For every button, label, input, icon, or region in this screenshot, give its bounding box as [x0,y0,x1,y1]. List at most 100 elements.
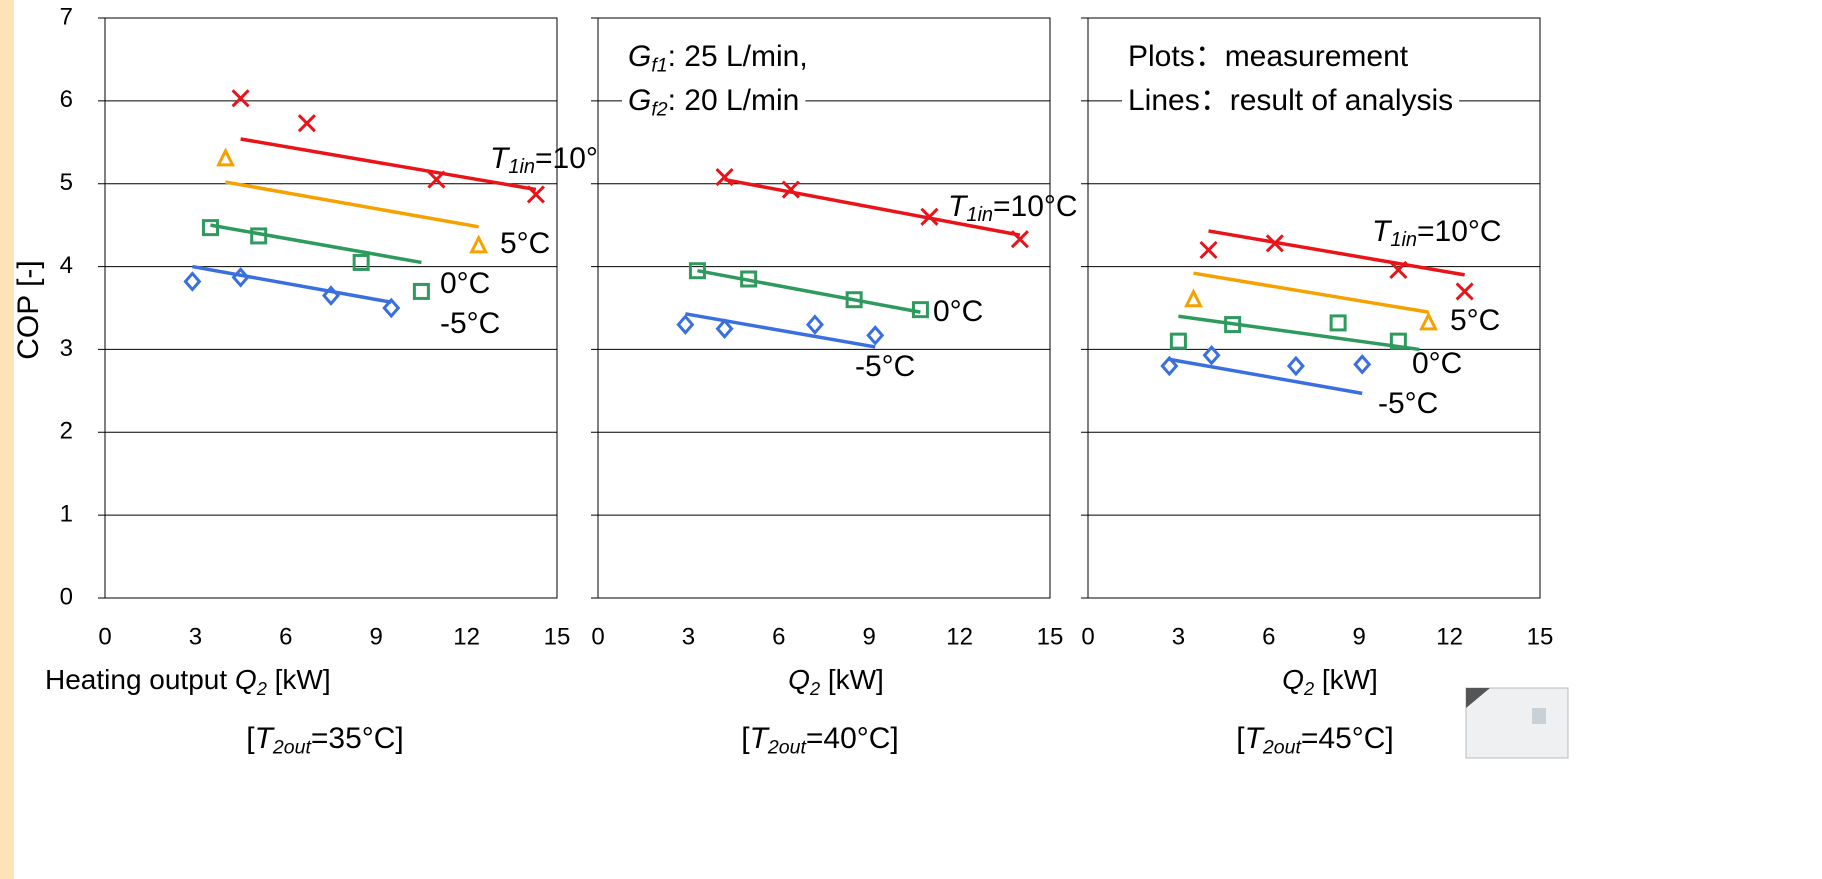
x-tick-label: 9 [863,623,876,650]
marker-x [231,89,250,108]
marker-x [781,180,800,199]
x-tick-label: 9 [1353,623,1366,650]
symbol: Q [235,664,257,695]
marker-diamond [322,285,340,306]
plot-frame [104,17,558,599]
text-part: [kW] [820,664,884,695]
x-tick-label: 6 [1262,623,1275,650]
text-part: [kW] [1314,664,1378,695]
x-tick-label: 3 [189,623,202,650]
marker-square [201,219,219,237]
marker-diamond [1202,344,1221,366]
marker-x [297,114,316,133]
x-tick-label: 6 [279,623,292,650]
fit-line [697,268,921,314]
marker-x [1455,282,1474,301]
marker-square [1389,332,1407,350]
marker-x [1389,260,1408,279]
marker-diamond [382,297,401,319]
x-tick-label: 15 [1527,623,1554,650]
annotation-bg [622,83,806,121]
x-axis-label: Heating output Q2 [kW] [45,664,331,698]
y-tick-label: 3 [60,335,73,362]
fit-line [1178,314,1420,352]
marker-square [845,291,863,309]
symbol: T [1245,722,1266,755]
y-tick-label: 7 [60,3,73,30]
x-tick-label: 6 [772,623,785,650]
text-part: =35°C] [311,722,404,755]
marker-diamond [1160,355,1179,377]
text-part: Heating output [45,664,235,695]
marker-square [1329,314,1347,332]
y-tick-label: 5 [60,169,73,196]
marker-x [1010,230,1029,249]
marker-diamond [866,325,885,346]
series-name: =10°C [1417,215,1502,248]
series-name: 5°C [500,227,550,260]
fit-line [1193,271,1429,314]
marker-triangle [469,234,489,254]
text-part: [ [741,722,750,755]
marker-square [250,227,268,245]
symbol: G [628,40,651,73]
symbol: Q [1282,664,1304,695]
symbol: T [750,722,771,755]
symbol: G [628,84,651,117]
marker-square [688,262,706,280]
y-axis-label: COP [-] [12,260,45,359]
text-part: : 25 L/min, [668,40,808,73]
y-tick-label: 4 [60,252,73,279]
series-label: -5°C [440,307,500,340]
fit-line [240,137,537,192]
marker-diamond [1353,354,1372,375]
fit-line [1208,229,1465,277]
x-tick-label: 12 [453,623,480,650]
series-label: 0°C [933,295,983,328]
series-label: 0°C [1412,347,1462,380]
condition-label: [T2out=40°C] [741,722,899,759]
annotation: Gf1: 25 L/min, [628,40,808,77]
x-tick-label: 15 [544,623,571,650]
fit-line [1169,357,1363,396]
text-part: [ [1236,722,1245,755]
marker-diamond [1286,355,1305,377]
marker-triangle [1184,288,1203,308]
symbol: T [255,722,276,755]
subscript: 2 [256,679,267,699]
marker-square [740,270,758,288]
marker-square [1169,332,1187,350]
series-label: T1in=10°C [1372,215,1502,251]
condition-label: [T2out=35°C] [246,722,404,759]
series-label: 5°C [500,227,550,260]
thumbnail [1465,687,1569,759]
subscript: f1 [651,55,667,77]
text-part: [ [246,722,255,755]
x-tick-label: 15 [1037,623,1064,650]
x-tick-label: 0 [1081,623,1094,650]
annotation: Plots：measurement [1128,40,1409,73]
marker-diamond [676,314,695,335]
marker-diamond [805,314,824,335]
marker-square [412,282,430,300]
x-axis-label: Q2 [kW] [788,664,884,698]
marker-square [911,301,929,319]
marker-square [352,253,370,271]
subscript: 2 [1303,679,1314,699]
subscript: 2 [809,679,820,699]
side-strip [0,0,14,879]
x-tick-label: 12 [946,623,973,650]
series-label: -5°C [855,350,915,383]
x-tick-label: 12 [1436,623,1463,650]
y-tick-label: 6 [60,86,73,113]
annotation: Lines：result of analysis [1128,84,1453,117]
fit-line [685,312,876,349]
marker-x [526,185,545,204]
text-part: : 20 L/min [668,84,800,117]
series-name: -5°C [1378,387,1438,420]
annotation: Gf2: 20 L/min [628,84,799,121]
x-tick-label: 3 [682,623,695,650]
marker-diamond [183,271,202,292]
symbol: Q [788,664,810,695]
